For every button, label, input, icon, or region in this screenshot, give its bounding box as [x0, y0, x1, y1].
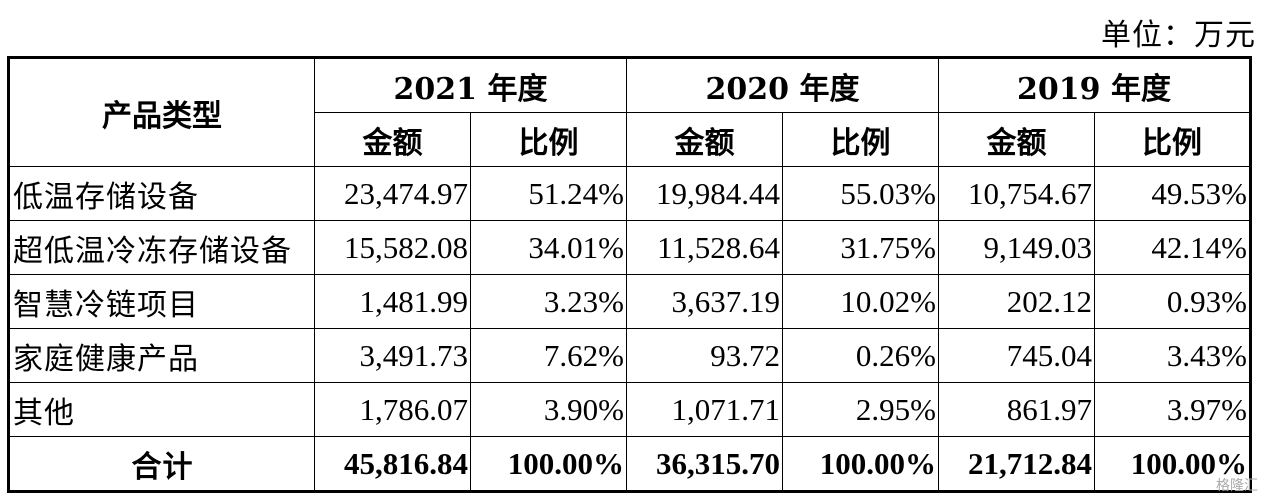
ratio-cell: 3.23%	[470, 274, 627, 329]
table-row: 其他 1,786.07 3.90% 1,071.71 2.95% 861.97 …	[8, 382, 1251, 437]
total-ratio-cell: 100.00%	[1094, 436, 1251, 492]
amount-cell: 3,491.73	[314, 328, 471, 383]
ratio-cell: 34.01%	[470, 220, 627, 275]
total-ratio-cell: 100.00%	[470, 436, 627, 492]
amount-cell: 11,528.64	[626, 220, 783, 275]
amount-cell: 202.12	[938, 274, 1095, 329]
ratio-cell: 10.02%	[782, 274, 939, 329]
amount-cell: 93.72	[626, 328, 783, 383]
ratio-cell: 7.62%	[470, 328, 627, 383]
amount-cell: 1,481.99	[314, 274, 471, 329]
ratio-header: 比例	[782, 112, 939, 167]
ratio-header: 比例	[1094, 112, 1251, 167]
amount-cell: 861.97	[938, 382, 1095, 437]
ratio-cell: 55.03%	[782, 166, 939, 221]
amount-cell: 3,637.19	[626, 274, 783, 329]
amount-cell: 9,149.03	[938, 220, 1095, 275]
ratio-cell: 0.26%	[782, 328, 939, 383]
row-label: 家庭健康产品	[8, 328, 315, 383]
header-row-years: 产品类型 2021 年度 2020 年度 2019 年度	[8, 57, 1251, 167]
category-header: 产品类型	[8, 57, 315, 167]
table-row: 低温存储设备 23,474.97 51.24% 19,984.44 55.03%…	[8, 166, 1251, 221]
total-amount-cell: 21,712.84	[938, 436, 1095, 492]
watermark: 格隆汇	[1216, 478, 1258, 494]
total-amount-cell: 45,816.84	[314, 436, 471, 492]
total-label: 合计	[8, 436, 315, 492]
ratio-cell: 0.93%	[1094, 274, 1251, 329]
amount-cell: 1,786.07	[314, 382, 471, 437]
table-row: 超低温冷冻存储设备 15,582.08 34.01% 11,528.64 31.…	[8, 220, 1251, 275]
ratio-cell: 2.95%	[782, 382, 939, 437]
amount-header: 金额	[626, 112, 783, 167]
row-label: 智慧冷链项目	[8, 274, 315, 329]
ratio-cell: 51.24%	[470, 166, 627, 221]
table-row: 家庭健康产品 3,491.73 7.62% 93.72 0.26% 745.04…	[8, 328, 1251, 383]
row-label: 其他	[8, 382, 315, 437]
amount-cell: 1,071.71	[626, 382, 783, 437]
amount-cell: 23,474.97	[314, 166, 471, 221]
ratio-cell: 3.90%	[470, 382, 627, 437]
total-amount-cell: 36,315.70	[626, 436, 783, 492]
year-header: 2020 年度	[626, 57, 939, 113]
total-ratio-cell: 100.00%	[782, 436, 939, 492]
amount-header: 金额	[938, 112, 1095, 167]
product-revenue-table: 产品类型 2021 年度 2020 年度 2019 年度 金额 比例 金额 比例…	[7, 56, 1252, 493]
amount-cell: 19,984.44	[626, 166, 783, 221]
amount-cell: 745.04	[938, 328, 1095, 383]
ratio-cell: 3.43%	[1094, 328, 1251, 383]
row-label: 低温存储设备	[8, 166, 315, 221]
amount-cell: 15,582.08	[314, 220, 471, 275]
table-row: 智慧冷链项目 1,481.99 3.23% 3,637.19 10.02% 20…	[8, 274, 1251, 329]
year-header: 2021 年度	[314, 57, 627, 113]
ratio-cell: 49.53%	[1094, 166, 1251, 221]
ratio-header: 比例	[470, 112, 627, 167]
total-row: 合计 45,816.84 100.00% 36,315.70 100.00% 2…	[8, 436, 1251, 492]
ratio-cell: 31.75%	[782, 220, 939, 275]
amount-header: 金额	[314, 112, 471, 167]
amount-cell: 10,754.67	[938, 166, 1095, 221]
ratio-cell: 3.97%	[1094, 382, 1251, 437]
ratio-cell: 42.14%	[1094, 220, 1251, 275]
row-label: 超低温冷冻存储设备	[8, 220, 315, 275]
year-header: 2019 年度	[938, 57, 1251, 113]
unit-label: 单位：万元	[1101, 18, 1256, 53]
